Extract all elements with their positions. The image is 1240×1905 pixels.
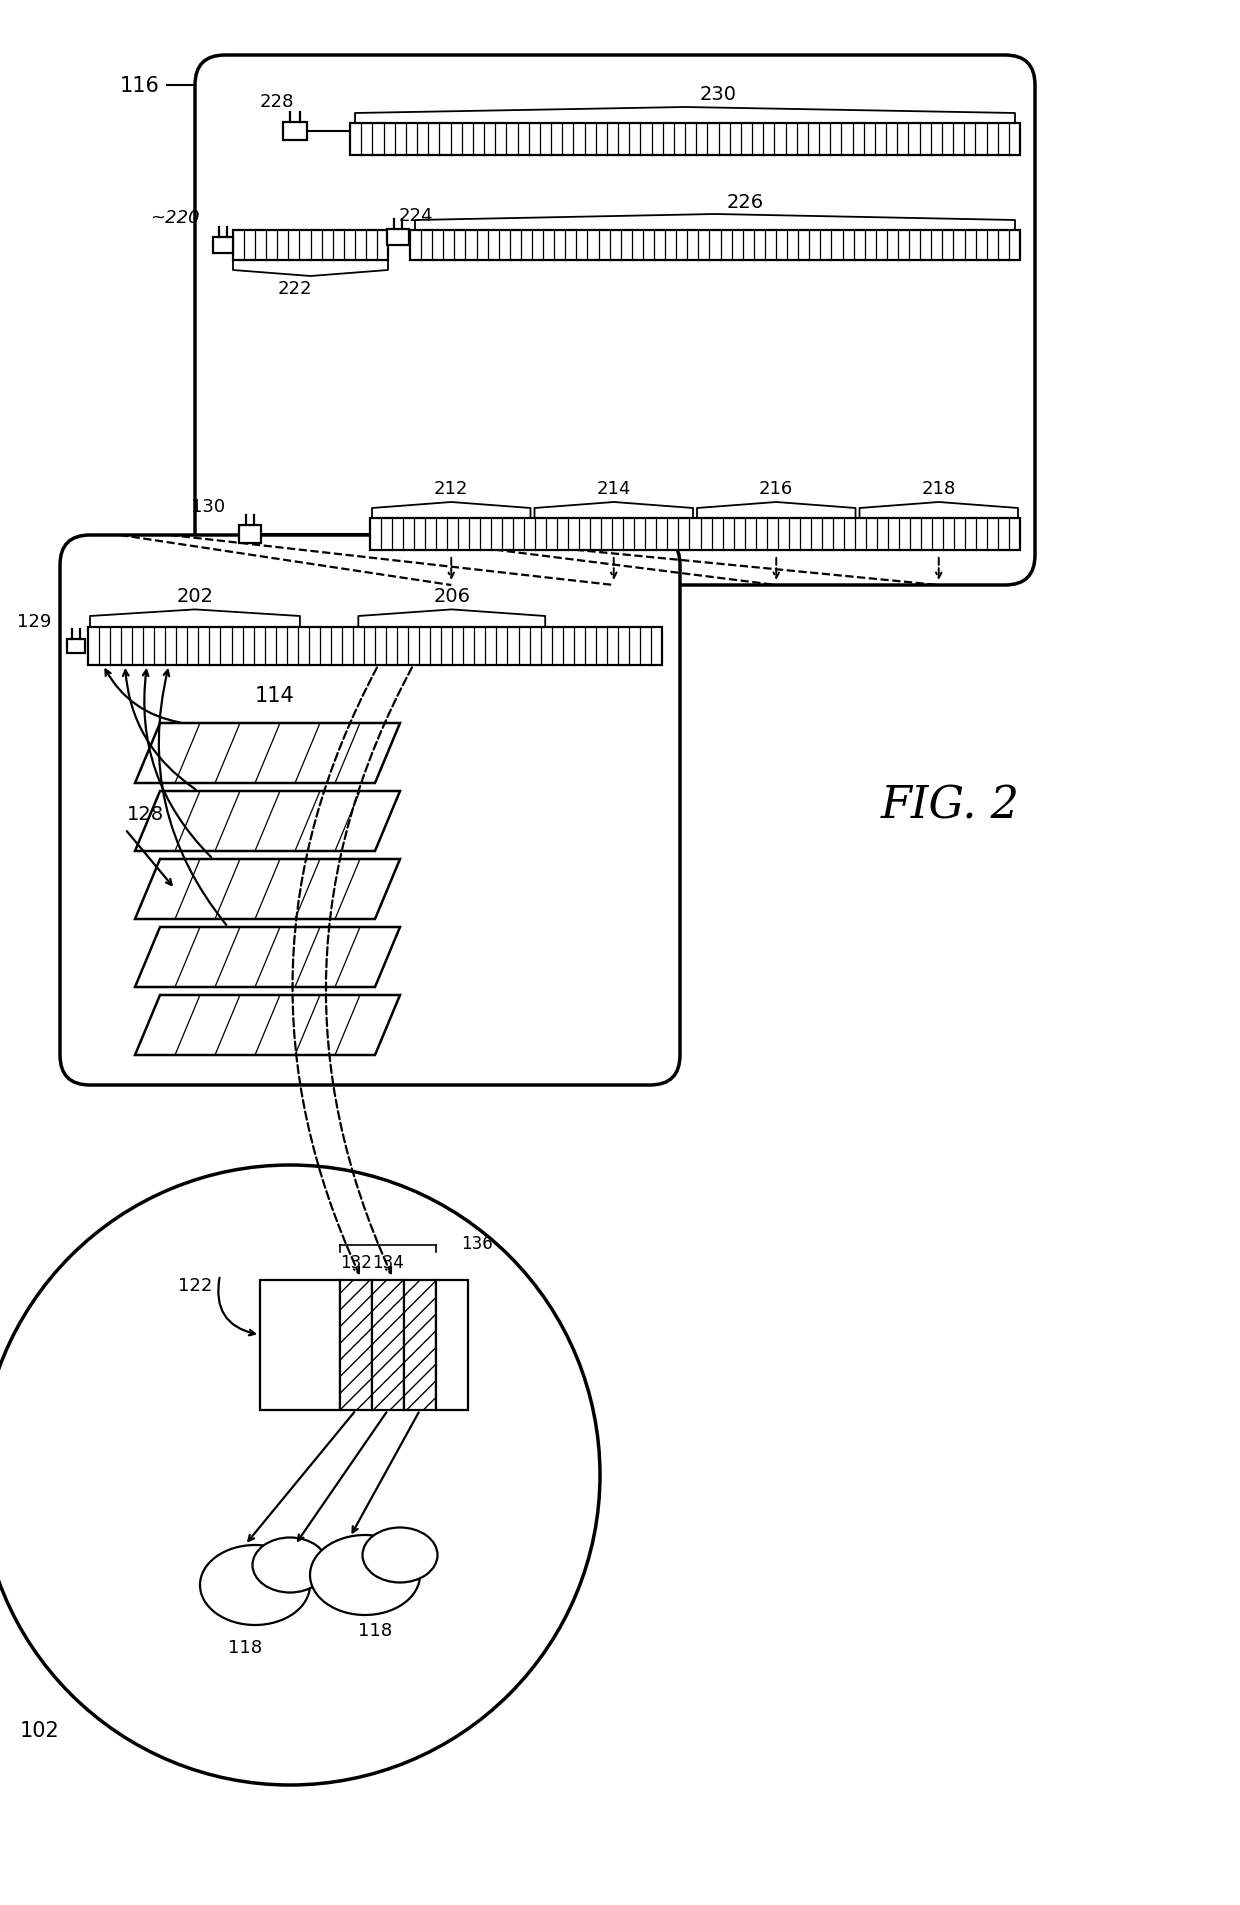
Bar	[260, 1280, 340, 1410]
Bar	[387, 231, 409, 246]
Bar	[67, 640, 86, 653]
Bar	[404, 1280, 436, 1410]
Bar	[436, 1280, 467, 1410]
Polygon shape	[135, 928, 401, 987]
Text: 216: 216	[759, 480, 794, 497]
Text: 118: 118	[358, 1621, 392, 1638]
Ellipse shape	[310, 1535, 420, 1615]
FancyBboxPatch shape	[60, 535, 680, 1086]
Ellipse shape	[200, 1545, 310, 1625]
Polygon shape	[135, 996, 401, 1055]
Bar	[88, 627, 662, 665]
Text: 128: 128	[126, 806, 164, 825]
Text: 230: 230	[701, 84, 737, 103]
Ellipse shape	[362, 1528, 438, 1583]
Bar	[372, 1280, 404, 1410]
Polygon shape	[135, 792, 401, 852]
Text: 122: 122	[177, 1276, 212, 1293]
Polygon shape	[135, 859, 401, 920]
Ellipse shape	[253, 1537, 327, 1593]
FancyBboxPatch shape	[195, 55, 1035, 585]
Text: 136: 136	[461, 1234, 492, 1252]
Bar	[239, 526, 260, 543]
Bar	[213, 238, 233, 253]
Bar	[410, 231, 1021, 261]
Text: 118: 118	[228, 1638, 262, 1655]
Text: FIG. 2: FIG. 2	[880, 785, 1019, 827]
Text: 222: 222	[278, 280, 312, 297]
Circle shape	[0, 1166, 600, 1785]
Text: 202: 202	[176, 587, 213, 606]
Text: 129: 129	[17, 613, 51, 631]
Text: 218: 218	[921, 480, 956, 497]
Text: 214: 214	[596, 480, 631, 497]
Bar	[370, 518, 1021, 551]
Text: 228: 228	[260, 93, 294, 110]
Text: 224: 224	[399, 208, 433, 225]
Bar	[283, 124, 308, 141]
Text: 206: 206	[433, 587, 470, 606]
Bar	[340, 1280, 372, 1410]
Text: 226: 226	[727, 194, 764, 211]
Polygon shape	[135, 724, 401, 783]
Text: 132: 132	[340, 1253, 372, 1271]
Text: 134: 134	[372, 1253, 404, 1271]
Text: 212: 212	[434, 480, 469, 497]
Text: 114: 114	[255, 686, 295, 705]
Text: 130: 130	[191, 497, 226, 516]
Text: ~220: ~220	[150, 210, 200, 227]
Text: 116: 116	[120, 76, 160, 95]
Bar	[350, 124, 1021, 156]
Text: 102: 102	[20, 1720, 60, 1739]
Bar	[233, 231, 388, 261]
